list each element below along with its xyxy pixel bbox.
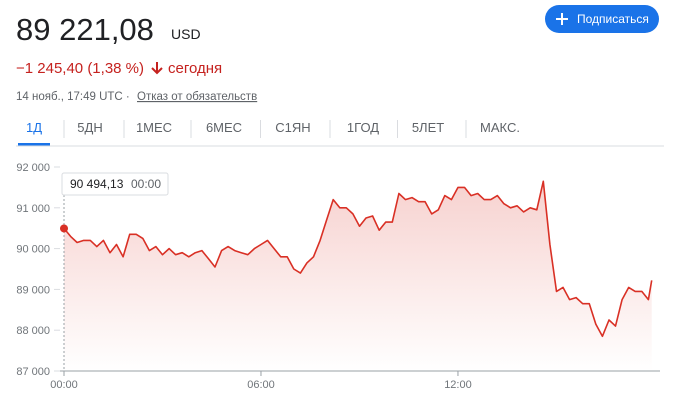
chart: 87 000 88 000 89 000 90 000 91 000 92 000 00:0… bbox=[16, 162, 660, 391]
x-tick-label: 12:00 bbox=[444, 379, 472, 391]
tooltip-box bbox=[61, 172, 169, 196]
change-period: сегодня bbox=[168, 60, 222, 77]
area bbox=[64, 181, 652, 371]
y-tick-label: 90 000 bbox=[16, 244, 50, 256]
range-tab[interactable]: 1Д bbox=[26, 120, 42, 135]
active-tab-indicator bbox=[18, 143, 50, 146]
tooltip-time: 00:00 bbox=[131, 177, 161, 191]
disclaimer-link[interactable]: Отказ от обязательств bbox=[137, 91, 257, 103]
currency: USD bbox=[171, 26, 201, 42]
y-tick-label: 88 000 bbox=[16, 325, 50, 337]
tooltip-price: 90 494,13 bbox=[70, 177, 124, 191]
range-tabs: 1Д 5ДН 1МЕС 6МЕС С1ЯН 1ГОД 5ЛЕТ МАКС. bbox=[18, 120, 520, 146]
x-tick-label: 00:00 bbox=[50, 379, 78, 391]
y-tick-label: 89 000 bbox=[16, 284, 50, 296]
range-tab[interactable]: 5ДН bbox=[77, 120, 102, 135]
button-bg bbox=[545, 5, 659, 33]
down-arrow bbox=[151, 62, 163, 75]
price: 89 221,08 bbox=[16, 12, 154, 47]
x-tick-label: 06:00 bbox=[247, 379, 275, 391]
range-tab[interactable]: МАКС. bbox=[480, 120, 520, 135]
timestamp: 14 нояб., 17:49 UTC · bbox=[16, 91, 130, 103]
y-tick-label: 92 000 bbox=[16, 162, 50, 174]
button-label: Подписаться bbox=[577, 12, 649, 26]
y-tick-label: 87 000 bbox=[16, 366, 50, 378]
hover-point bbox=[60, 224, 68, 233]
y-tick-label: 91 000 bbox=[16, 203, 50, 215]
subscribe-button[interactable]: Подписаться bbox=[545, 5, 659, 33]
range-tab[interactable]: 1ГОД bbox=[347, 120, 379, 135]
range-tab[interactable]: 6МЕС bbox=[206, 120, 242, 135]
range-tab[interactable]: 1МЕС bbox=[136, 120, 172, 135]
range-tab[interactable]: 5ЛЕТ bbox=[412, 120, 444, 135]
range-tab[interactable]: С1ЯН bbox=[275, 120, 310, 135]
change: −1 245,40 (1,38 %) bbox=[16, 60, 144, 77]
price-line bbox=[63, 180, 653, 338]
plus-icon bbox=[556, 13, 568, 25]
